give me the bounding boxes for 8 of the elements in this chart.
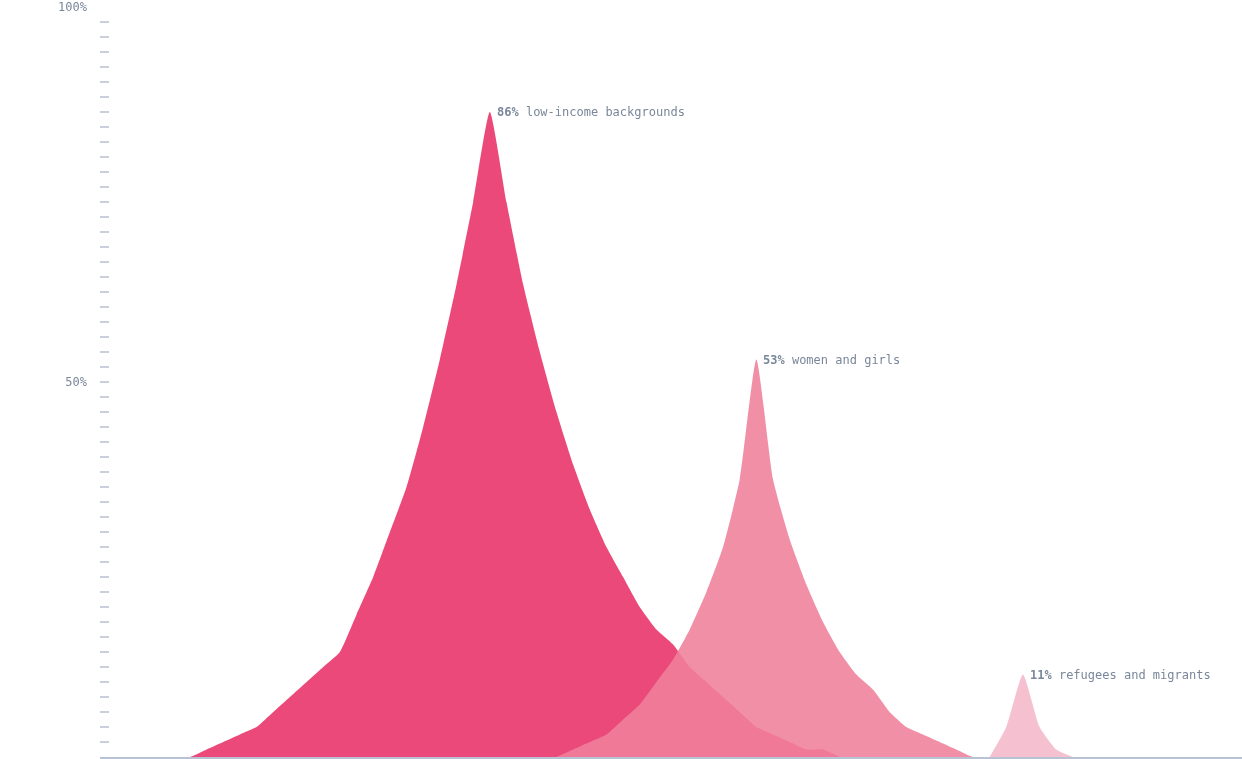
text: refugees and migrants [1058, 668, 1211, 682]
text: low-income backgrounds [525, 105, 685, 119]
data-label: 53% [763, 353, 786, 367]
y-tick-label: 100% [58, 0, 88, 15]
text: women and girls [791, 353, 901, 367]
data-label: 86% [497, 105, 520, 119]
data-label: 11% [1030, 668, 1053, 682]
y-tick-label: 50% [65, 375, 88, 390]
